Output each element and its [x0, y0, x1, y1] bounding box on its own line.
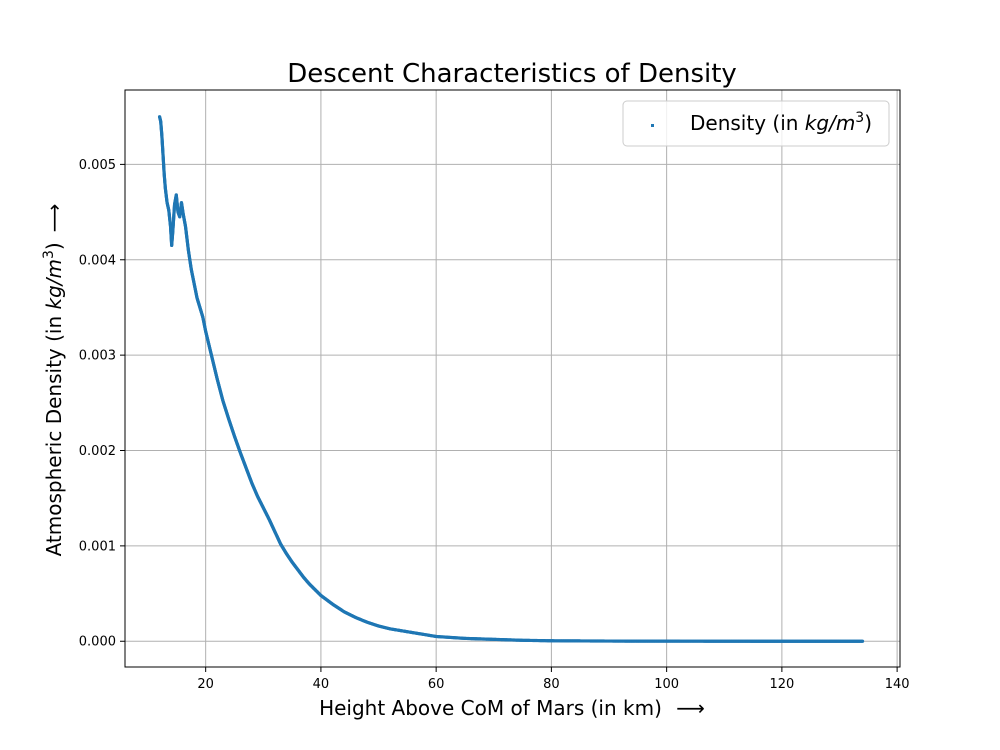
y-tick-label: 0.004 [79, 253, 116, 268]
x-axis-label-text: Height Above CoM of Mars (in km) [319, 696, 662, 720]
x-axis-arrow: ⟶ [676, 696, 705, 720]
grid [125, 90, 900, 667]
y-axis-label-exponent: 3 [41, 250, 57, 259]
legend-label-exponent: 3 [855, 110, 864, 126]
y-tick-label: 0.001 [79, 539, 116, 554]
chart-title: Descent Characteristics of Density [287, 59, 737, 89]
x-tick-label: 120 [769, 677, 794, 692]
x-tick-label: 60 [428, 677, 445, 692]
legend-box [622, 100, 890, 147]
x-axis-label: Height Above CoM of Mars (in km) ⟶ [319, 696, 705, 720]
legend: Density (in kg/m3) [622, 100, 890, 147]
y-tick-label: 0.005 [79, 158, 116, 173]
x-tick-label: 20 [197, 677, 214, 692]
legend-label-prefix: Density (in [690, 111, 805, 135]
y-tick-label: 0.003 [79, 349, 116, 364]
y-axis-ticks: 0.000 0.001 0.002 0.003 0.004 0.005 [79, 158, 125, 650]
x-axis-ticks: 20 40 60 80 100 120 140 [197, 667, 910, 692]
legend-label-unit: kg/m [805, 111, 856, 135]
y-tick-label: 0.000 [79, 635, 116, 650]
y-axis-label: Atmospheric Density (in kg/m3) ⟶ [41, 204, 66, 557]
legend-label: Density (in kg/m3) [690, 110, 872, 135]
data-point-interp [860, 639, 864, 643]
x-tick-label: 80 [543, 677, 560, 692]
x-tick-label: 40 [313, 677, 330, 692]
interpolated-points [158, 115, 864, 643]
y-axis-arrow: ⟶ [42, 204, 66, 233]
y-tick-label: 0.002 [79, 444, 116, 459]
legend-label-suffix: ) [864, 111, 872, 135]
legend-marker [651, 124, 654, 127]
y-axis-label-unit: kg/m [42, 259, 66, 310]
scatter-series [157, 115, 865, 643]
y-axis-label-suffix: ) [42, 242, 66, 250]
x-tick-label: 140 [885, 677, 910, 692]
x-tick-label: 100 [654, 677, 679, 692]
y-axis-label-prefix: Atmospheric Density (in [42, 310, 66, 557]
plot-frame [124, 89, 901, 668]
